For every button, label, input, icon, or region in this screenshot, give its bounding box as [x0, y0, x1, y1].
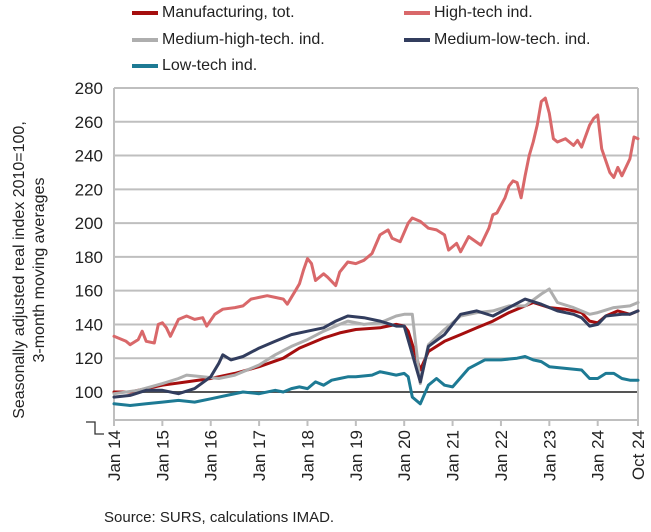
y-tick-label: 200 — [75, 214, 103, 233]
legend-item-low-tech: Low-tech ind. — [132, 57, 257, 75]
axis-break-icon — [86, 421, 104, 435]
y-tick-label: 220 — [75, 180, 103, 199]
legend-swatch — [132, 11, 158, 15]
legend-label: High-tech ind. — [434, 4, 533, 21]
x-tick-label: Jan 16 — [202, 430, 221, 481]
legend-label: Low-tech ind. — [162, 57, 258, 74]
x-tick-label: Jan 23 — [540, 430, 559, 481]
x-tick-label: Jan 19 — [347, 430, 366, 481]
y-tick-label: 140 — [75, 315, 103, 334]
legend-item-medium-low-tech: Medium-low-tech. ind. — [404, 31, 591, 49]
series-line-high-tech-ind — [112, 96, 640, 347]
series-line-medium-high-tech-ind — [112, 287, 640, 396]
legend-swatch — [132, 38, 158, 42]
y-axis-title: Seasonally adjusted real index 2010=100,… — [10, 100, 50, 440]
legend-item-medium-high-tech: Medium-high-tech. ind. — [132, 31, 325, 49]
legend-item-manufacturing: Manufacturing, tot. — [132, 4, 295, 22]
series-line-medium-low-tech-ind — [112, 297, 640, 399]
y-tick-label: 260 — [75, 113, 103, 132]
x-tick-label: Jan 14 — [105, 430, 124, 481]
y-axis-title-line: Seasonally adjusted real index 2010=100, — [11, 121, 28, 419]
legend-label: Medium-low-tech. ind. — [434, 31, 591, 48]
legend-label: Manufacturing, tot. — [162, 4, 295, 21]
legend-swatch — [404, 11, 430, 15]
y-axis-title-line: 3-month moving averages — [31, 177, 48, 363]
legend-item-high-tech: High-tech ind. — [404, 4, 533, 22]
x-tick-label: Jan 20 — [395, 430, 414, 481]
x-tick-label: Jan 22 — [492, 430, 511, 481]
x-tick-label: Jan 21 — [444, 430, 463, 481]
x-tick-label: Oct 24 — [629, 430, 648, 480]
x-tick-label: Jan 17 — [250, 430, 269, 481]
x-tick-label: Jan 24 — [589, 430, 608, 481]
y-tick-label: 160 — [75, 282, 103, 301]
y-tick-label: 280 — [75, 79, 103, 98]
y-tick-label: 180 — [75, 248, 103, 267]
x-tick-label: Jan 15 — [153, 430, 172, 481]
legend-swatch — [404, 38, 430, 42]
y-tick-label: 100 — [75, 383, 103, 402]
y-tick-label: 240 — [75, 147, 103, 166]
y-tick-label: 120 — [75, 349, 103, 368]
x-tick-label: Jan 18 — [298, 430, 317, 481]
legend-swatch — [132, 64, 158, 68]
series-line-low-tech-ind — [112, 355, 640, 407]
series-line-manufacturing-tot — [112, 301, 640, 394]
source-note: Source: SURS, calculations IMAD. — [104, 509, 335, 526]
legend-label: Medium-high-tech. ind. — [162, 31, 325, 48]
